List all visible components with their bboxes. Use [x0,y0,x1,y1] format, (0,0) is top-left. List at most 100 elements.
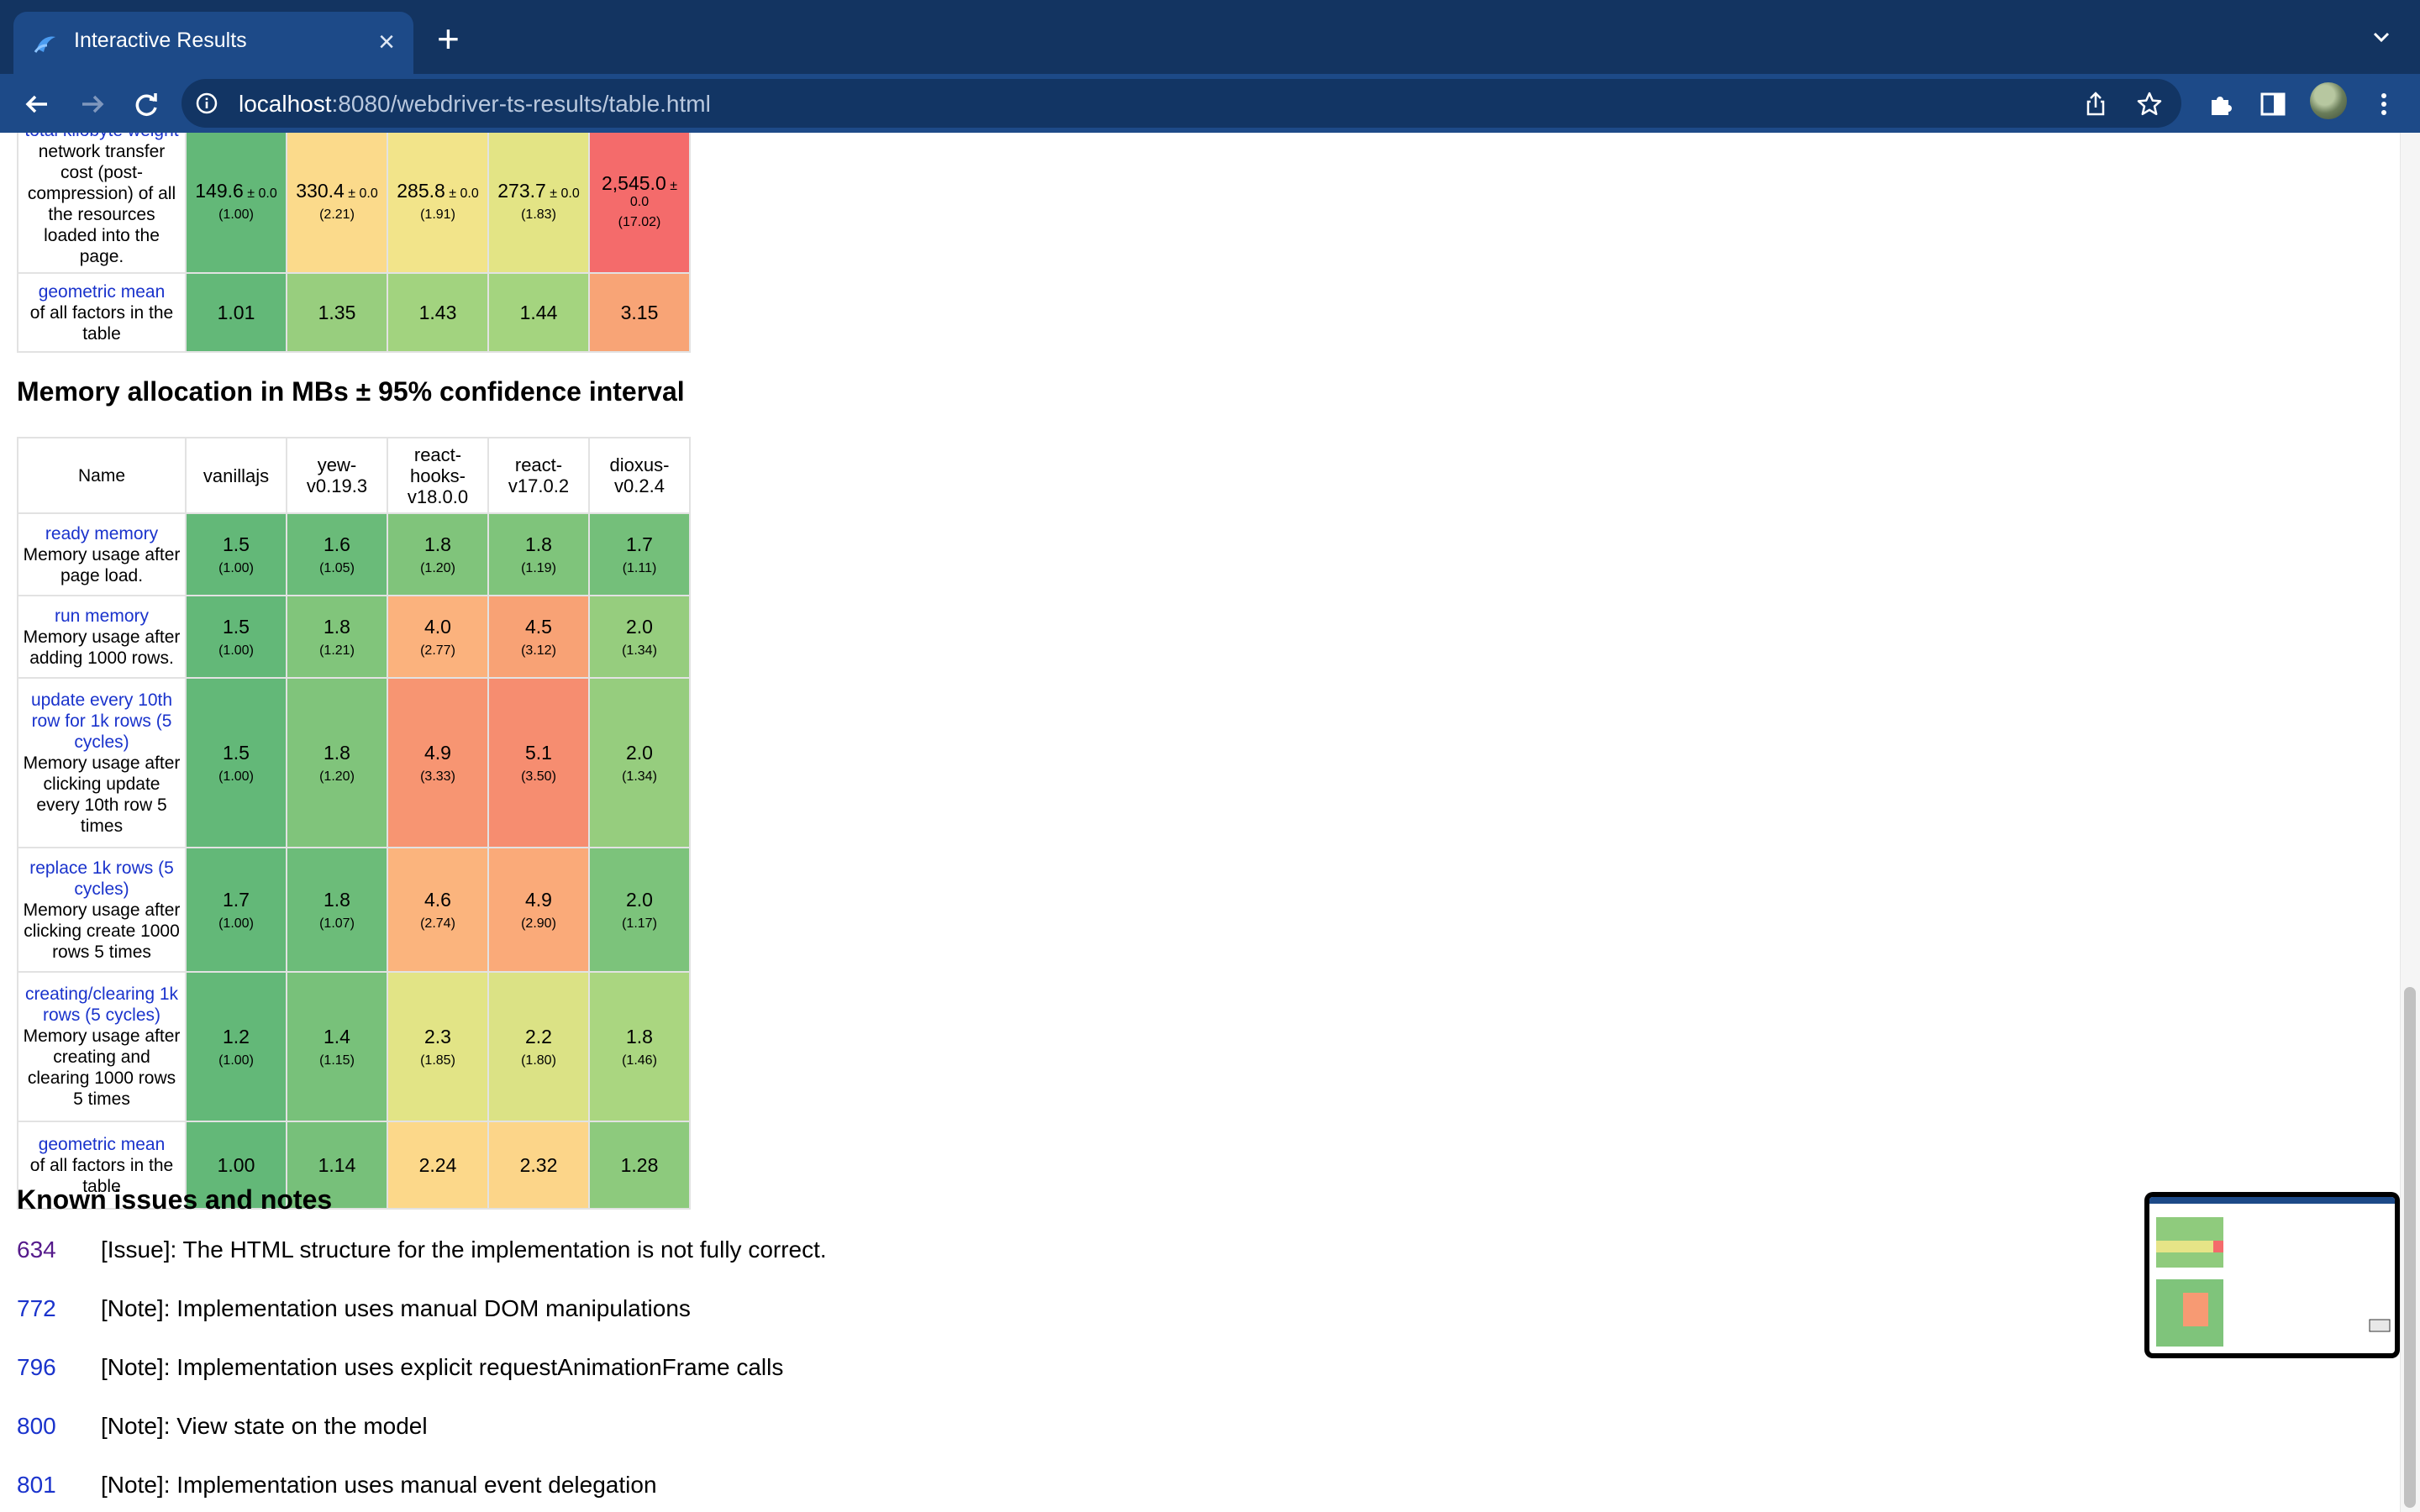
value-cell: 285.8 ± 0.0 (1.91) [387,133,489,274]
tab-strip: Interactive Results × + [0,0,2420,74]
bench-cell: geometric mean of all factors in the tabl… [17,1121,187,1210]
value-cell: 149.6 ± 0.0 (1.00) [185,133,287,274]
value-cell: 4.0 (2.77) [387,595,489,679]
geomean-cell: 1.35 [286,272,388,353]
framework-label-part: v17.0.2 [508,475,570,496]
framework-header: dioxus-v0.2.4 [588,437,691,514]
value-cell: 4.9 (3.33) [387,677,489,848]
framework-header: react-v17.0.2 [487,437,590,514]
value-cell: 1.8 (1.20) [286,677,388,848]
framework-label-part: dioxus- [609,454,670,475]
browser-menu-icon[interactable] [2370,90,2398,118]
issue-number-link[interactable]: 801 [17,1472,56,1498]
value-cell: 1.6 (1.05) [286,512,388,596]
address-bar[interactable]: localhost:8080/webdriver-ts-results/tabl… [182,79,2181,128]
value-cell: 2.0 (1.34) [588,595,691,679]
framework-header: vanillajs [185,437,287,514]
table-row: update every 10th row for 1k rows (5 cyc… [17,677,691,848]
forward-arrow-icon[interactable] [76,87,109,121]
issue-number-link[interactable]: 634 [17,1236,56,1263]
issue-text: [Note]: Implementation uses explicit req… [101,1354,784,1380]
bench-cell: run memory Memory usage after adding 1000… [17,595,187,679]
value-cell: 1.7 (1.11) [588,512,691,596]
issue-text: [Note]: View state on the model [101,1413,428,1439]
value-cell: 1.7 (1.00) [185,847,287,973]
issue-number-link[interactable]: 800 [17,1413,56,1439]
back-arrow-icon[interactable] [20,87,54,121]
framework-label-part: react- [413,444,462,465]
bench-cell: replace 1k rows (5 cycles) Memory usage a… [17,847,187,973]
bookmark-star-icon[interactable] [2136,91,2163,118]
issue-number-link[interactable]: 772 [17,1295,56,1321]
share-icon[interactable] [2082,91,2109,118]
header-row: Name vanillajs yew-v0.19.3 react-hooks-v… [17,437,691,514]
geomean-cell: 1.44 [487,272,590,353]
tab-title: Interactive Results [74,29,247,52]
bench-name-link[interactable]: geometric mean [38,1134,166,1154]
value-cell: 2.0 (1.17) [588,847,691,973]
name-header-link[interactable]: Name [17,437,187,514]
value-cell: 2,545.0 ±0.0 (17.02) [588,133,691,274]
framework-label-part: v0.2.4 [614,475,665,496]
bench-description: of all factors in the table [29,1155,174,1196]
bench-name-link[interactable]: geometric mean [38,281,166,302]
value-cell: 4.9 (2.90) [487,847,590,973]
value-cell: 1.4 (1.15) [286,971,388,1122]
geomean-cell: 1.01 [185,272,287,353]
new-tab-icon[interactable]: + [437,17,460,60]
geomean-cell: 2.32 [487,1121,590,1210]
url-text[interactable]: localhost:8080/webdriver-ts-results/tabl… [239,91,711,117]
issue-text: [Note]: Implementation uses manual event… [101,1472,657,1498]
framework-label-part: v0.19.3 [306,475,368,496]
table-row: creating/clearing 1k rows (5 cycles) Memo… [17,971,691,1122]
bench-description: of all factors in the table [29,302,174,344]
value-cell: 5.1 (3.50) [487,677,590,848]
favicon-icon [34,36,55,53]
table-row: total kilobyte weight network transfer c… [17,133,691,274]
side-panel-icon[interactable] [2259,90,2287,118]
tab-search-chevron-icon[interactable] [2370,25,2393,49]
bench-name-link[interactable]: ready memory [45,523,159,543]
bench-description: Memory usage after clicking update every… [23,753,181,836]
profile-avatar[interactable] [2310,82,2347,119]
reload-icon[interactable] [129,87,163,121]
geomean-cell: 2.24 [387,1121,489,1210]
active-tab[interactable]: Interactive Results × [13,12,413,74]
value-cell: 1.8 (1.19) [487,512,590,596]
memory-section-heading: Memory allocation in MBs ± 95% confidenc… [17,376,685,407]
bench-name-link[interactable]: run memory [54,606,150,626]
value-cell: 1.8 (1.46) [588,971,691,1122]
tab-close-icon[interactable]: × [378,26,395,58]
geomean-cell: 1.28 [588,1121,691,1210]
framework-label-part: react- [514,454,563,475]
site-info-icon[interactable] [195,92,218,115]
bench-name-link[interactable]: replace 1k rows (5 cycles) [29,858,174,899]
extensions-puzzle-icon[interactable] [2207,90,2235,118]
scrollbar-thumb[interactable] [2404,987,2416,1508]
issue-number-link[interactable]: 796 [17,1354,56,1380]
bench-name-link[interactable]: update every 10th row for 1k rows (5 cyc… [30,690,173,752]
value-cell: 1.8 (1.21) [286,595,388,679]
minimap-thumbnail-icon [2149,1197,2395,1347]
page-minimap[interactable] [2144,1192,2400,1358]
bench-cell: ready memory Memory usage after page load… [17,512,187,596]
value-cell: 4.5 (3.12) [487,595,590,679]
memory-table: Name vanillajs yew-v0.19.3 react-hooks-v… [17,437,691,1210]
bench-description: Memory usage after page load. [23,544,181,585]
value-cell: 2.0 (1.34) [588,677,691,848]
transfer-size-table: total kilobyte weight network transfer c… [17,133,691,353]
bench-cell: creating/clearing 1k rows (5 cycles) Memo… [17,971,187,1122]
bench-name-link[interactable]: total kilobyte weight [22,133,182,141]
value-cell: 1.5 (1.00) [185,595,287,679]
issue-text: [Issue]: The HTML structure for the impl… [101,1236,827,1263]
bench-cell: total kilobyte weight network transfer c… [17,133,187,274]
framework-header: yew-v0.19.3 [286,437,388,514]
bench-name-link[interactable]: creating/clearing 1k rows (5 cycles) [24,984,179,1025]
bench-cell: update every 10th row for 1k rows (5 cyc… [17,677,187,848]
framework-label-part: v18.0.0 [407,486,469,507]
bench-description: Memory usage after creating and clearing… [23,1026,181,1109]
value-cell: 1.8 (1.20) [387,512,489,596]
value-cell: 2.3 (1.85) [387,971,489,1122]
value-cell: 1.8 (1.07) [286,847,388,973]
value-cell: 1.2 (1.00) [185,971,287,1122]
